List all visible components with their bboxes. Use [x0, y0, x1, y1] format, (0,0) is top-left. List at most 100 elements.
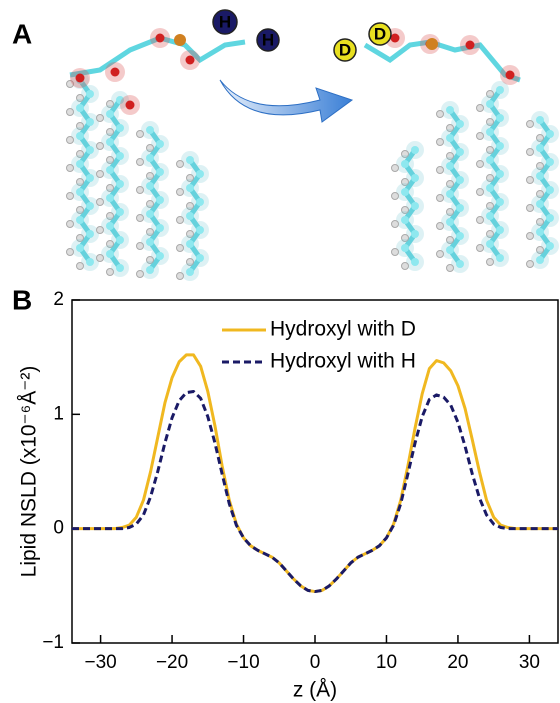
hydrogen [67, 109, 74, 116]
x-tick-label: 30 [519, 652, 540, 673]
hydrogen [77, 263, 84, 270]
atom [86, 230, 94, 238]
hydrogen [527, 149, 534, 156]
atom [156, 168, 164, 176]
y-tick-label: −1 [42, 632, 64, 653]
atom-label: H [262, 30, 274, 49]
atom [446, 218, 454, 226]
x-tick-label: −20 [156, 652, 188, 673]
hydrogen [67, 165, 74, 172]
hydrogen [437, 223, 444, 230]
atom [116, 152, 124, 160]
hydrogen [97, 199, 104, 206]
atom [411, 174, 419, 182]
atom [536, 256, 544, 264]
hydrogen [527, 177, 534, 184]
atom [86, 118, 94, 126]
hydrogen [477, 161, 484, 168]
x-axis-label: z (Å) [293, 679, 337, 702]
hydrogen [437, 195, 444, 202]
hydrogen [477, 105, 484, 112]
hydrogen [137, 215, 144, 222]
atom [486, 212, 494, 220]
atom [146, 266, 154, 274]
y-tick-label: 0 [53, 518, 64, 539]
atom [446, 106, 454, 114]
atom [486, 240, 494, 248]
atom [486, 100, 494, 108]
page: {"figure": {"panel_a_label": "A", "panel… [0, 0, 560, 703]
hydrogen [392, 193, 399, 200]
panel-label: A [12, 18, 32, 49]
hydrogen [477, 245, 484, 252]
atom [456, 204, 464, 212]
atom [401, 244, 409, 252]
atom [446, 134, 454, 142]
atom [496, 226, 504, 234]
atom [446, 190, 454, 198]
atom [186, 268, 194, 276]
hydrogen [527, 261, 534, 268]
hydrogen [402, 263, 409, 270]
hydrogen [437, 251, 444, 258]
panel-label: B [12, 284, 32, 315]
atom [536, 200, 544, 208]
atom-label: H [219, 12, 231, 31]
atom [546, 186, 554, 194]
hydrogen [477, 189, 484, 196]
atom [496, 86, 504, 94]
bond [365, 42, 520, 80]
atom [411, 202, 419, 210]
atom [76, 160, 84, 168]
atom [196, 198, 204, 206]
hydrogen [177, 245, 184, 252]
hydrogen [437, 139, 444, 146]
hydrogen [177, 273, 184, 280]
atom [456, 232, 464, 240]
atom [446, 246, 454, 254]
atom [411, 258, 419, 266]
hydrogen [97, 143, 104, 150]
atom [456, 176, 464, 184]
atom [496, 142, 504, 150]
phosphorus [426, 38, 438, 50]
atom [106, 138, 114, 146]
atom [401, 216, 409, 224]
atom [76, 132, 84, 140]
y-tick-label: 2 [53, 289, 64, 310]
hydrogen [177, 161, 184, 168]
atom [86, 146, 94, 154]
atom [496, 198, 504, 206]
atom [496, 170, 504, 178]
hydrogen [137, 243, 144, 250]
atom [456, 120, 464, 128]
atom [106, 250, 114, 258]
x-tick-label: −30 [84, 652, 116, 673]
atom-label: D [374, 24, 386, 43]
atom [76, 244, 84, 252]
oxygen [156, 34, 165, 43]
hydrogen [67, 221, 74, 228]
atom [456, 260, 464, 268]
atom [536, 144, 544, 152]
legend-label: Hydroxyl with D [270, 318, 416, 341]
phosphorus [174, 34, 186, 46]
hydrogen [527, 233, 534, 240]
hydrogen [437, 167, 444, 174]
atom [536, 172, 544, 180]
atom [186, 184, 194, 192]
atom [456, 148, 464, 156]
hydrogen [137, 187, 144, 194]
atom [186, 156, 194, 164]
exchange-arrow [220, 80, 352, 122]
hydrogen [97, 171, 104, 178]
hydrogen [137, 131, 144, 138]
hydrogen [67, 193, 74, 200]
hydrogen [527, 205, 534, 212]
y-tick-label: 1 [53, 403, 64, 424]
atom [546, 214, 554, 222]
atom [496, 254, 504, 262]
figure: A B HHDD−1012−30−20−100102030z (Å)Lipid … [0, 0, 560, 703]
hydrogen [97, 255, 104, 262]
atom [446, 162, 454, 170]
